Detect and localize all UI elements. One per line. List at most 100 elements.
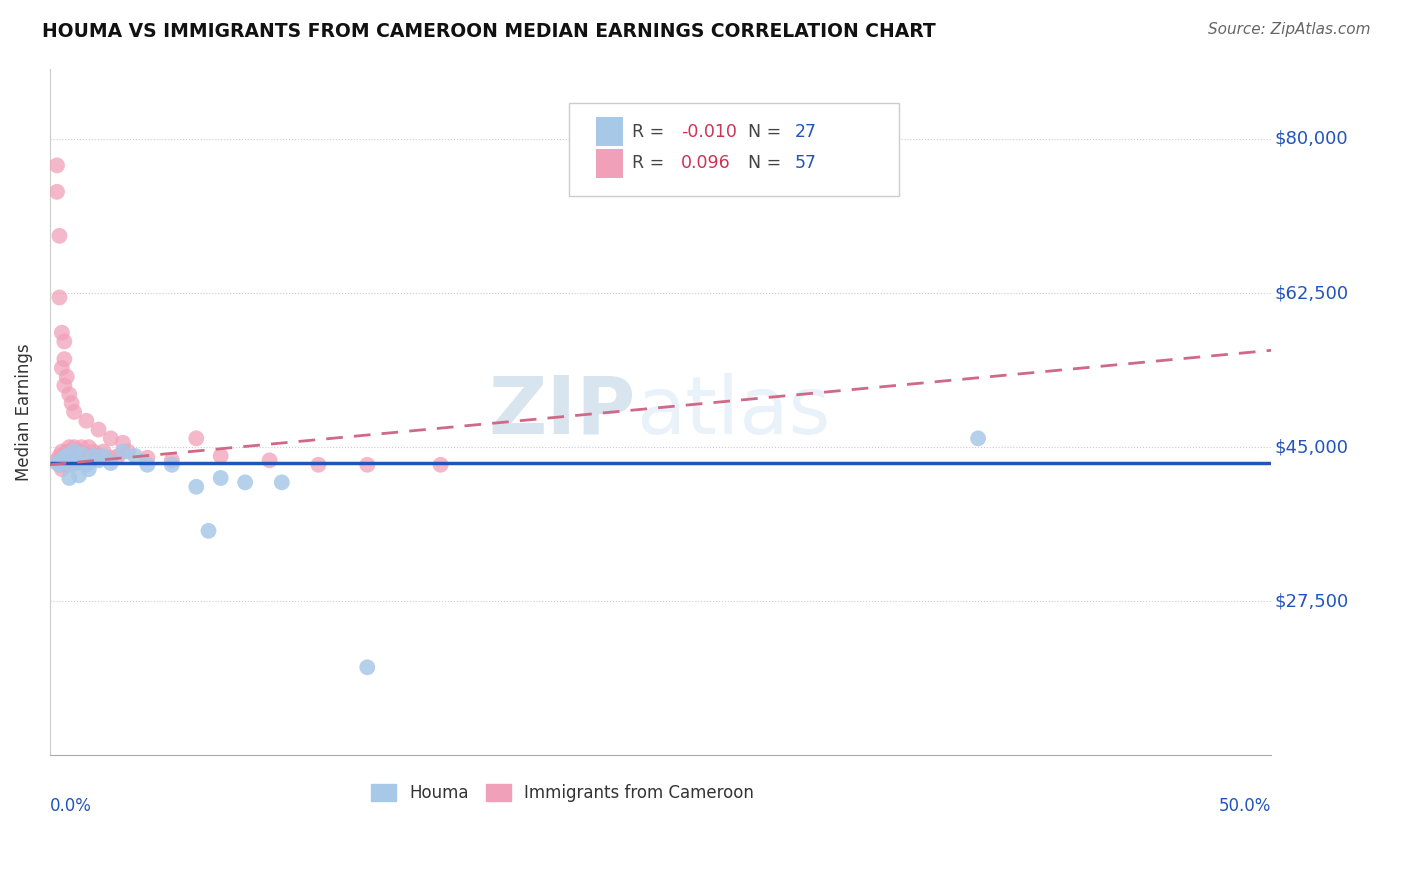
Point	[87, 423, 110, 437]
Point	[48, 290, 70, 304]
Point	[58, 458, 80, 472]
Point	[46, 158, 69, 172]
Point	[67, 444, 90, 458]
Point	[75, 458, 97, 472]
Point	[60, 456, 83, 470]
Point	[58, 387, 80, 401]
Point	[100, 456, 122, 470]
Text: 0.0%: 0.0%	[49, 797, 91, 814]
Point	[67, 468, 90, 483]
Point	[77, 462, 100, 476]
Point	[233, 475, 256, 490]
Point	[53, 378, 76, 392]
Point	[48, 458, 70, 472]
Point	[111, 444, 134, 458]
Text: 27: 27	[794, 123, 817, 141]
Y-axis label: Median Earnings: Median Earnings	[15, 343, 32, 481]
Point	[259, 453, 281, 467]
Text: $80,000: $80,000	[1275, 130, 1348, 148]
Point	[209, 449, 232, 463]
Text: -0.010: -0.010	[682, 123, 737, 141]
Point	[46, 185, 69, 199]
Point	[55, 369, 77, 384]
Point	[75, 453, 97, 467]
Point	[60, 444, 83, 458]
Point	[209, 471, 232, 485]
Text: atlas: atlas	[636, 373, 831, 451]
Point	[270, 475, 292, 490]
Point	[60, 458, 83, 472]
Point	[53, 449, 76, 463]
Bar	[596, 149, 623, 178]
Point	[63, 440, 86, 454]
Point	[356, 458, 378, 472]
Point	[51, 458, 73, 472]
Point	[186, 480, 208, 494]
Point	[65, 456, 87, 470]
Point	[307, 458, 329, 472]
Point	[100, 450, 122, 465]
Point	[48, 228, 70, 243]
Text: 57: 57	[794, 154, 817, 172]
Point	[84, 450, 107, 465]
Point	[46, 453, 69, 467]
Legend: Houma, Immigrants from Cameroon: Houma, Immigrants from Cameroon	[364, 777, 761, 809]
Point	[70, 440, 93, 454]
Text: $62,500: $62,500	[1275, 284, 1350, 302]
Point	[55, 458, 77, 472]
Point	[51, 444, 73, 458]
Point	[63, 405, 86, 419]
Point	[60, 396, 83, 410]
Text: R =: R =	[633, 123, 671, 141]
Point	[186, 431, 208, 445]
Point	[87, 453, 110, 467]
Point	[93, 444, 115, 458]
Point	[65, 453, 87, 467]
Bar	[596, 117, 623, 146]
FancyBboxPatch shape	[569, 103, 898, 195]
Point	[48, 458, 70, 472]
Point	[124, 449, 146, 463]
Text: $27,500: $27,500	[1275, 592, 1350, 610]
Text: 50.0%: 50.0%	[1219, 797, 1271, 814]
Point	[100, 431, 122, 445]
Point	[51, 326, 73, 340]
Point	[356, 660, 378, 674]
Point	[73, 449, 96, 463]
Point	[51, 453, 73, 467]
Point	[83, 444, 105, 458]
Point	[107, 449, 129, 463]
Point	[55, 449, 77, 463]
Point	[58, 449, 80, 463]
Text: Source: ZipAtlas.com: Source: ZipAtlas.com	[1208, 22, 1371, 37]
Point	[46, 456, 69, 470]
Point	[55, 444, 77, 458]
Text: ZIP: ZIP	[489, 373, 636, 451]
Point	[136, 458, 159, 472]
Point	[53, 453, 76, 467]
Point	[111, 435, 134, 450]
Text: N =: N =	[748, 154, 787, 172]
Point	[53, 334, 76, 349]
Point	[53, 352, 76, 367]
Text: 0.096: 0.096	[682, 154, 731, 172]
Point	[67, 453, 90, 467]
Point	[63, 453, 86, 467]
Point	[65, 449, 87, 463]
Point	[51, 360, 73, 375]
Text: R =: R =	[633, 154, 671, 172]
Point	[77, 440, 100, 454]
Point	[75, 414, 97, 428]
Point	[117, 444, 139, 458]
Point	[48, 449, 70, 463]
Point	[87, 449, 110, 463]
Point	[83, 449, 105, 463]
Text: N =: N =	[748, 123, 787, 141]
Point	[967, 431, 990, 445]
Point	[160, 458, 183, 472]
Point	[51, 462, 73, 476]
Point	[63, 449, 86, 463]
Point	[429, 458, 451, 472]
Text: $45,000: $45,000	[1275, 438, 1348, 456]
Point	[70, 447, 93, 461]
